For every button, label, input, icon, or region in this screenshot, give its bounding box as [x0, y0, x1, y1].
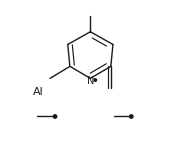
Circle shape [130, 115, 133, 118]
Text: Al: Al [32, 87, 43, 97]
Circle shape [53, 115, 57, 118]
Circle shape [94, 79, 97, 81]
Text: N: N [87, 76, 94, 86]
